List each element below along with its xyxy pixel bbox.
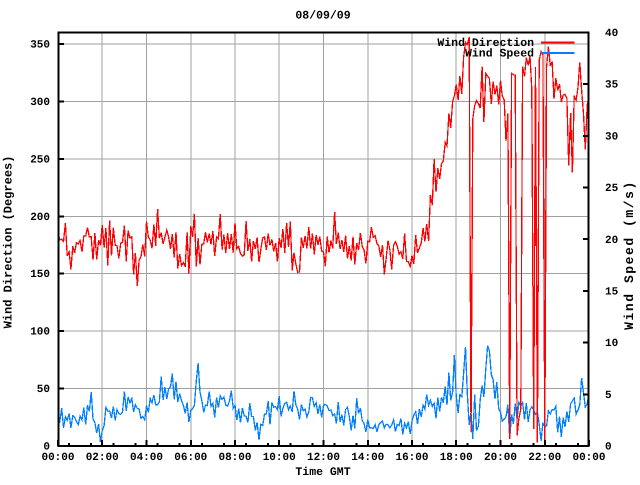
svg-text:50: 50 (37, 384, 50, 396)
svg-text:18:00: 18:00 (440, 452, 473, 464)
svg-text:350: 350 (30, 40, 50, 52)
svg-text:02:00: 02:00 (86, 452, 119, 464)
svg-text:Wind Speed: Wind Speed (465, 48, 534, 61)
svg-text:00:00: 00:00 (572, 452, 605, 464)
svg-text:20: 20 (605, 235, 618, 247)
svg-text:25: 25 (605, 183, 619, 195)
svg-text:10: 10 (605, 338, 618, 350)
svg-text:Wind Speed (m/s): Wind Speed (m/s) (622, 180, 637, 330)
svg-text:16:00: 16:00 (395, 452, 428, 464)
svg-text:250: 250 (30, 154, 50, 166)
svg-text:06:00: 06:00 (174, 452, 207, 464)
svg-text:Wind Direction (Degrees): Wind Direction (Degrees) (2, 156, 16, 329)
svg-text:14:00: 14:00 (351, 452, 384, 464)
svg-text:30: 30 (605, 131, 618, 143)
svg-text:300: 300 (30, 97, 50, 109)
svg-text:04:00: 04:00 (130, 452, 163, 464)
svg-text:08/09/09: 08/09/09 (295, 10, 350, 23)
svg-text:12:00: 12:00 (307, 452, 340, 464)
svg-text:200: 200 (30, 212, 50, 224)
svg-text:0: 0 (43, 442, 50, 454)
svg-text:5: 5 (605, 390, 612, 402)
svg-text:0: 0 (605, 442, 612, 454)
svg-text:Time GMT: Time GMT (295, 466, 350, 479)
svg-text:100: 100 (30, 327, 50, 339)
svg-text:Wind Direction: Wind Direction (437, 37, 534, 50)
svg-text:35: 35 (605, 80, 619, 92)
svg-text:15: 15 (605, 286, 619, 298)
svg-text:20:00: 20:00 (484, 452, 517, 464)
svg-text:150: 150 (30, 269, 50, 281)
svg-text:22:00: 22:00 (528, 452, 561, 464)
svg-text:40: 40 (605, 28, 618, 40)
svg-text:10:00: 10:00 (263, 452, 296, 464)
svg-text:08:00: 08:00 (218, 452, 251, 464)
svg-text:00:00: 00:00 (41, 452, 74, 464)
